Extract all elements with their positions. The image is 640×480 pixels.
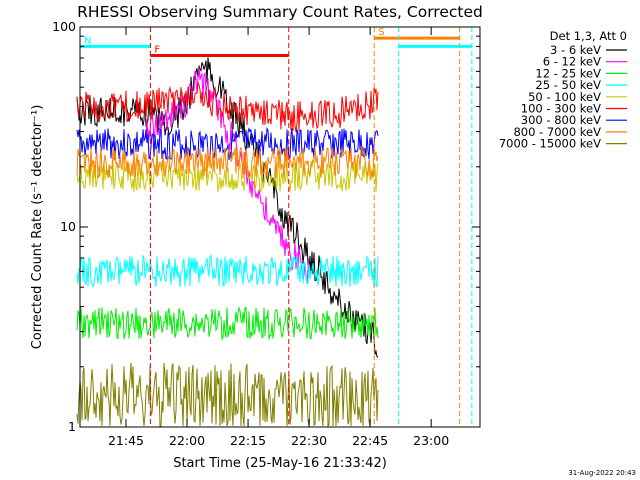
y-axis-label: Corrected Count Rate (s⁻¹ detector⁻¹) — [30, 105, 45, 350]
series-line-7 — [76, 126, 379, 161]
timestamp-footer: 31-Aug-2022 20:43 — [568, 469, 636, 477]
y-tick-label-2: 10 — [60, 219, 76, 234]
annotation-label-2: F — [154, 45, 160, 56]
x-axis: 21:45 22:00 22:15 22:30 22:45 23:00 — [108, 27, 449, 448]
y-tick-label-3: 100 — [52, 19, 76, 34]
legend-label-5: 50 - 100 keV — [528, 90, 601, 104]
x-tick-label-2: 22:00 — [169, 433, 205, 448]
series-line-3 — [76, 305, 379, 341]
legend-label-2: 6 - 12 keV — [543, 55, 601, 69]
x-tick-label-1: 21:45 — [108, 433, 144, 448]
x-tick-label-4: 22:30 — [291, 433, 327, 448]
series-line-8 — [76, 145, 379, 179]
chart-title: RHESSI Observing Summary Count Rates, Co… — [77, 3, 483, 21]
legend-label-1: 3 - 6 keV — [550, 43, 601, 57]
legend-label-3: 12 - 25 keV — [535, 66, 601, 80]
y-axis: 1 10 100 — [52, 19, 480, 434]
x-tick-label-5: 22:45 — [352, 433, 388, 448]
legend-label-4: 25 - 50 keV — [535, 78, 601, 92]
series-line-4 — [76, 253, 379, 289]
x-axis-label: Start Time (25-May-16 21:33:42) — [173, 456, 387, 471]
annotation-label-1: N — [84, 35, 91, 46]
legend-label-9: 7000 - 15000 keV — [499, 137, 601, 151]
series-line-2 — [145, 67, 310, 284]
legend-label-7: 300 - 800 keV — [521, 113, 601, 127]
legend-label-8: 800 - 7000 keV — [513, 125, 601, 139]
series-layer — [76, 57, 379, 428]
legend-label-6: 100 - 300 keV — [521, 102, 601, 116]
series-line-9 — [76, 362, 379, 428]
y-tick-label-1: 1 — [68, 419, 76, 434]
series-line-6 — [76, 80, 379, 132]
annotation-label-3: S — [378, 27, 384, 38]
legend-title: Det 1,3, Att 0 — [550, 29, 627, 43]
x-tick-label-6: 23:00 — [413, 433, 449, 448]
x-tick-label-3: 22:15 — [230, 433, 266, 448]
